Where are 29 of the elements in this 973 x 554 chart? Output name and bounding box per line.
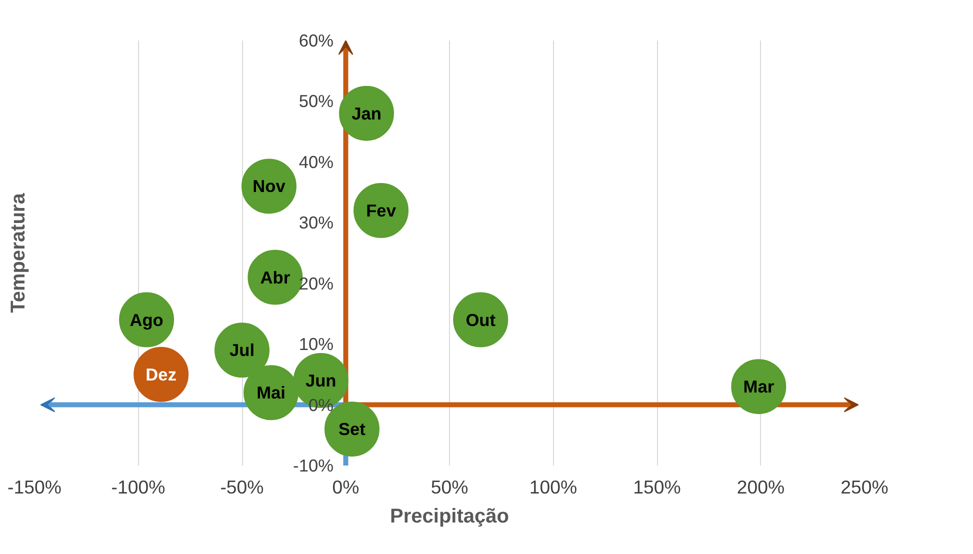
x-axis-title: Precipitação [390,506,509,528]
annotation: Jul [229,340,255,360]
x-tick-label: -100% [111,476,166,498]
x-tick-label: 100% [529,476,578,498]
annotation: Set [338,419,366,440]
annotation: Nov [252,176,286,196]
x-tick-label: 150% [633,476,681,498]
x-tick-label: 250% [840,476,888,498]
annotation: Jun [305,370,336,390]
x-tick-label: 200% [736,476,785,498]
x-tick-label: 50% [430,476,468,498]
y-tick-label: 50% [298,91,334,112]
annotation: Dez [146,364,177,384]
x-tick-label: 0% [332,476,360,498]
y-tick-label: 30% [298,212,334,233]
annotation: Mar [743,376,774,397]
annotation: Abr [260,267,290,288]
x-tick-label: -150% [8,476,62,498]
annotation: Mai [256,382,286,403]
y-tick-label: -10% [293,456,334,476]
x-tick-label: -50% [220,476,264,498]
y-axis-title: Temperatura [8,192,30,313]
annotation: Fev [366,200,396,220]
annotation: Jan [352,103,382,124]
y-tick-label: 60% [298,30,334,50]
y-tick-label: 10% [298,334,334,354]
annotation: Out [466,310,496,330]
y-tick-label: 40% [298,152,334,172]
annotation: Ago [130,310,164,330]
